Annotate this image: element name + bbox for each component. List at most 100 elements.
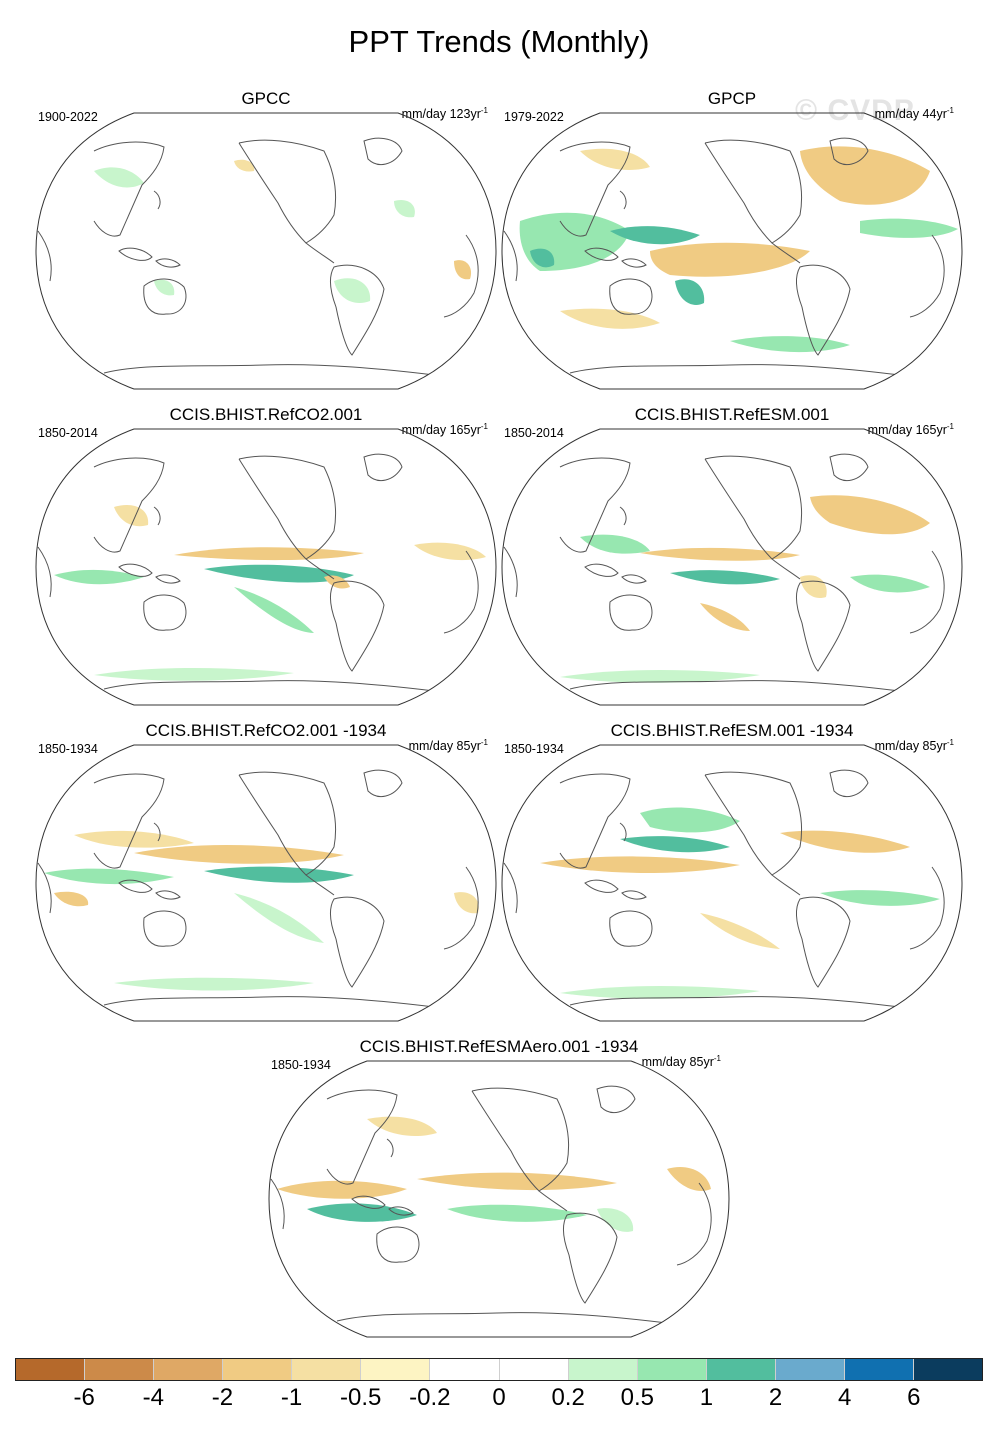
map-border <box>35 744 497 1022</box>
trend-region <box>54 569 144 585</box>
trend-region <box>54 891 89 907</box>
trend-region <box>454 260 472 280</box>
coastline <box>771 558 801 580</box>
coastline <box>771 874 801 896</box>
trend-region <box>367 1116 437 1137</box>
trend-region <box>234 893 324 943</box>
world-map <box>35 112 497 390</box>
panel-period: 1850-2014 <box>38 426 98 440</box>
coastline <box>609 278 653 315</box>
coastline <box>153 506 161 526</box>
trend-region <box>94 167 144 188</box>
trend-region <box>860 218 958 238</box>
colorbar-tick-label: -4 <box>142 1384 164 1411</box>
coastline <box>238 139 337 244</box>
coastline <box>909 550 945 634</box>
coastline <box>795 264 851 356</box>
trend-region <box>597 1208 634 1232</box>
panel-units: mm/day 165yr-1 <box>867 422 954 438</box>
coastline <box>619 506 627 526</box>
coastline <box>562 1212 618 1304</box>
coastline <box>329 264 385 356</box>
trend-region <box>650 242 810 277</box>
map-border <box>35 112 497 390</box>
trend-region <box>114 505 149 527</box>
colorbar <box>15 1358 983 1381</box>
coastline <box>118 563 153 577</box>
trend-region <box>334 278 371 303</box>
world-map <box>501 744 963 1022</box>
coastline <box>584 247 619 261</box>
coastline <box>559 457 631 553</box>
map-border <box>268 1060 730 1338</box>
panel-period: 1979-2022 <box>504 110 564 124</box>
colorbar-swatch <box>844 1359 915 1380</box>
world-map <box>35 744 497 1022</box>
map-border <box>501 744 963 1022</box>
trend-region <box>730 336 850 353</box>
coastline <box>305 874 335 896</box>
coastline <box>584 563 619 577</box>
coastline <box>443 234 479 318</box>
coastline <box>103 364 435 376</box>
coastline <box>93 141 165 237</box>
coastline <box>155 574 181 584</box>
coastline <box>143 594 187 631</box>
coastline <box>795 580 851 672</box>
coastline <box>37 862 52 914</box>
trend-region <box>610 226 700 245</box>
trend-region <box>94 668 294 681</box>
colorbar-tick-label: -2 <box>211 1384 234 1411</box>
panel-units: mm/day 165yr-1 <box>401 422 488 438</box>
map-panel-refco2-1934: CCIS.BHIST.RefCO2.001 -1934 1850-1934 mm… <box>34 721 498 1022</box>
colorbar-tick-label: 2 <box>768 1384 783 1411</box>
colorbar-tick-label: 0 <box>492 1384 506 1411</box>
coastline <box>93 773 165 869</box>
coastline <box>388 1206 414 1216</box>
colorbar-swatch <box>637 1359 707 1380</box>
coastline <box>153 822 161 842</box>
trend-region <box>620 836 730 853</box>
coastline <box>909 866 945 950</box>
trend-region <box>447 1204 587 1222</box>
trend-region <box>580 534 650 554</box>
trend-region <box>800 146 930 205</box>
trend-region <box>560 986 760 999</box>
coastline <box>538 1190 568 1212</box>
map-panel-refesm: CCIS.BHIST.RefESM.001 1850-2014 mm/day 1… <box>500 405 964 706</box>
colorbar-swatch <box>223 1359 293 1380</box>
coastline <box>118 879 153 893</box>
coastline <box>443 866 479 950</box>
trend-region <box>307 1203 417 1222</box>
coastline <box>155 258 181 268</box>
coastline <box>795 896 851 988</box>
coastline <box>559 141 631 237</box>
map-panel-gpcc: GPCC 1900-2022 mm/day 123yr-1 <box>34 89 498 390</box>
trend-region <box>640 807 740 833</box>
coastline <box>118 247 153 261</box>
trend-region <box>530 248 555 268</box>
trend-region <box>675 279 705 305</box>
colorbar-swatch <box>914 1359 983 1380</box>
coastline <box>351 1195 386 1209</box>
trend-region <box>850 574 930 593</box>
coastline <box>305 558 335 580</box>
panel-title: CCIS.BHIST.RefESM.001 <box>634 405 830 424</box>
colorbar-swatch <box>499 1359 569 1380</box>
coastline <box>305 242 335 264</box>
panel-period: 1850-1934 <box>271 1058 331 1072</box>
panel-units: mm/day 123yr-1 <box>401 106 488 122</box>
coastline <box>503 546 518 598</box>
coastline <box>363 137 403 166</box>
coastline <box>559 773 631 869</box>
map-border <box>35 428 497 706</box>
colorbar-tick-label: 0.5 <box>620 1384 654 1411</box>
coastline <box>569 996 901 1008</box>
panel-units: mm/day 44yr-1 <box>874 106 954 122</box>
panel-period: 1850-2014 <box>504 426 564 440</box>
coastline <box>619 190 627 210</box>
world-map <box>268 1060 730 1338</box>
coastline <box>386 1138 394 1158</box>
colorbar-tick-label: -6 <box>73 1384 95 1411</box>
coastline <box>336 1312 668 1324</box>
